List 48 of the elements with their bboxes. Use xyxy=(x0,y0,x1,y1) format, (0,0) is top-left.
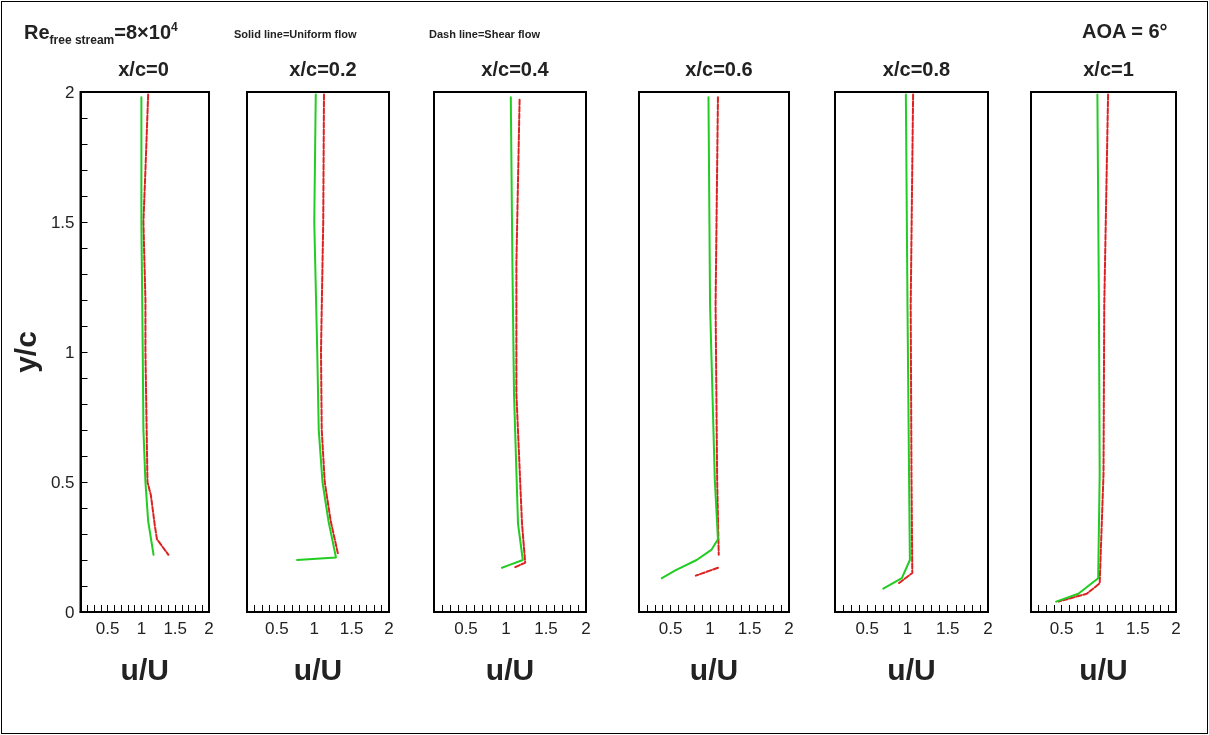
x-tick-label: 2 xyxy=(983,619,993,638)
x-tick-label: 2 xyxy=(204,619,214,638)
x-axis-title: u/U xyxy=(1079,652,1128,686)
x-tick-label: 0.5 xyxy=(658,619,683,638)
text: Solid line=Uniform flow xyxy=(234,28,357,40)
x-axis-title: u/U xyxy=(120,652,169,686)
chart-title: x/c=0.4 xyxy=(481,58,550,80)
x-axis-title: u/U xyxy=(293,652,343,686)
x-tick-label: 2 xyxy=(1171,619,1181,638)
text: Re$_{free stream}$=8×10$^{4}$ xyxy=(24,20,178,47)
x-tick-label: 0.5 xyxy=(855,619,880,638)
text: AOA = 6° xyxy=(1082,20,1168,43)
y-tick-label: 0.5 xyxy=(50,472,75,492)
x-tick-label: 1 xyxy=(501,619,511,638)
x-tick-label: 1 xyxy=(705,619,715,638)
chart-title: x/c=0.8 xyxy=(882,58,951,80)
x-axis-title: u/U xyxy=(485,652,535,686)
x-tick-label: 0.5 xyxy=(265,619,289,638)
line-series xyxy=(140,96,155,556)
x-tick-label: 1.5 xyxy=(1126,619,1150,638)
line-series xyxy=(142,93,170,556)
x-tick-label: 0.5 xyxy=(1049,619,1074,638)
x-tick-label: 1.5 xyxy=(737,619,762,638)
x-tick-label: 1 xyxy=(902,619,913,638)
x-tick-label: 2 xyxy=(581,619,591,638)
chart-title: x/c=1 xyxy=(1083,58,1134,80)
x-tick-label: 1 xyxy=(136,619,147,638)
x-tick-label: 0.5 xyxy=(95,619,120,638)
y-tick-label: 2 xyxy=(65,82,75,102)
x-tick-label: 2 xyxy=(784,619,794,638)
y-axis-title: y/c xyxy=(8,331,42,373)
x-tick-label: 1.5 xyxy=(339,619,364,638)
chart-title: x/c=0 xyxy=(118,58,169,80)
x-tick-label: 1 xyxy=(1094,619,1105,638)
x-tick-label: 1.5 xyxy=(534,619,558,638)
x-tick-label: 0.5 xyxy=(454,619,478,638)
text: Dash line=Shear flow xyxy=(429,28,540,40)
x-tick-label: 1.5 xyxy=(935,619,960,638)
x-axis-title: u/U xyxy=(887,652,936,686)
chart-title: x/c=0.6 xyxy=(685,58,753,80)
chart-title: x/c=0.2 xyxy=(289,58,357,80)
y-tick-label: 1 xyxy=(65,342,75,362)
x-axis-title: u/U xyxy=(689,652,739,686)
x-tick-label: 2 xyxy=(384,619,394,638)
x-tick-label: 1.5 xyxy=(163,619,188,638)
y-tick-label: 0 xyxy=(65,602,75,622)
x-tick-label: 1 xyxy=(309,619,319,638)
y-tick-label: 1.5 xyxy=(50,212,75,232)
